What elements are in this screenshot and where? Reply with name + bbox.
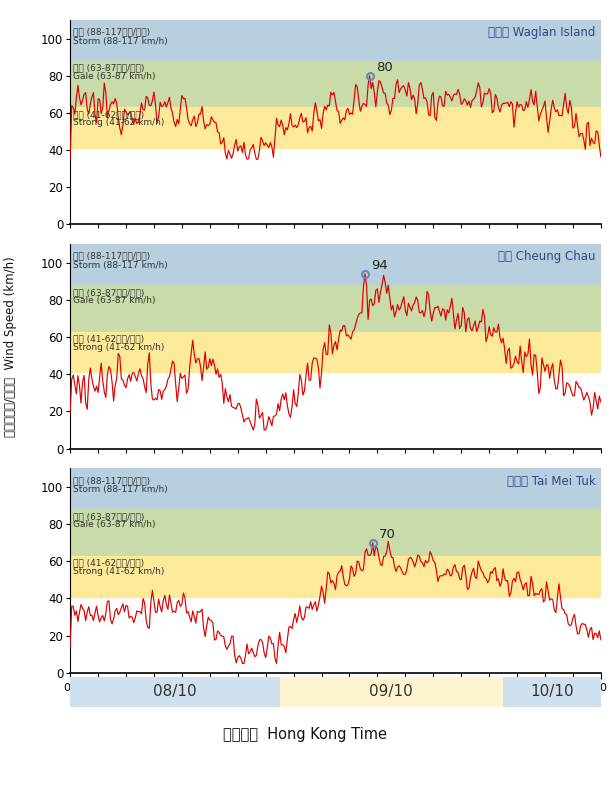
Text: 70: 70 bbox=[379, 528, 396, 541]
Text: 長洲 Cheung Chau: 長洲 Cheung Chau bbox=[498, 250, 595, 264]
Text: 烈風 (63-87公里/小時): 烈風 (63-87公里/小時) bbox=[73, 512, 145, 521]
Bar bbox=[503, 677, 601, 707]
Text: 暴風 (88-117公里/小時): 暴風 (88-117公里/小時) bbox=[73, 476, 151, 485]
Text: Gale (63-87 km/h): Gale (63-87 km/h) bbox=[73, 72, 156, 81]
Text: 烈風 (63-87公里/小時): 烈風 (63-87公里/小時) bbox=[73, 64, 145, 73]
Text: 大美督 Tai Mei Tuk: 大美督 Tai Mei Tuk bbox=[507, 475, 595, 487]
Bar bbox=[70, 244, 601, 285]
Text: 94: 94 bbox=[371, 260, 388, 272]
Bar bbox=[70, 61, 601, 107]
Text: Gale (63-87 km/h): Gale (63-87 km/h) bbox=[73, 520, 156, 530]
Text: Storm (88-117 km/h): Storm (88-117 km/h) bbox=[73, 37, 168, 46]
Text: Storm (88-117 km/h): Storm (88-117 km/h) bbox=[73, 261, 168, 270]
Bar bbox=[70, 20, 601, 61]
Text: Strong (41-62 km/h): Strong (41-62 km/h) bbox=[73, 343, 165, 352]
Text: 強風 (41-62公里/小時): 強風 (41-62公里/小時) bbox=[73, 110, 145, 119]
Text: 暴風 (88-117公里/小時): 暴風 (88-117公里/小時) bbox=[73, 27, 151, 37]
Text: 烈風 (63-87公里/小時): 烈風 (63-87公里/小時) bbox=[73, 288, 145, 297]
Bar bbox=[70, 332, 601, 372]
Bar bbox=[70, 468, 601, 509]
Text: 暴風 (88-117公里/小時): 暴風 (88-117公里/小時) bbox=[73, 252, 151, 260]
Text: Strong (41-62 km/h): Strong (41-62 km/h) bbox=[73, 118, 165, 127]
Bar bbox=[70, 556, 601, 597]
Bar bbox=[70, 285, 601, 332]
Text: 香港時間  Hong Kong Time: 香港時間 Hong Kong Time bbox=[223, 727, 387, 742]
Text: Gale (63-87 km/h): Gale (63-87 km/h) bbox=[73, 296, 156, 305]
Text: 橫瀏島 Waglan Island: 橫瀏島 Waglan Island bbox=[488, 26, 595, 39]
Text: 10/10: 10/10 bbox=[530, 685, 574, 699]
Text: Strong (41-62 km/h): Strong (41-62 km/h) bbox=[73, 567, 165, 576]
Text: 強風 (41-62公里/小時): 強風 (41-62公里/小時) bbox=[73, 334, 145, 344]
Bar bbox=[70, 107, 601, 148]
Bar bbox=[279, 677, 503, 707]
Text: 強風 (41-62公里/小時): 強風 (41-62公里/小時) bbox=[73, 559, 145, 567]
Text: 09/10: 09/10 bbox=[370, 685, 413, 699]
Text: 風速（公里/小時）  Wind Speed (km/h): 風速（公里/小時） Wind Speed (km/h) bbox=[4, 256, 18, 437]
Text: 80: 80 bbox=[376, 61, 393, 74]
Text: 08/10: 08/10 bbox=[153, 685, 196, 699]
Bar bbox=[70, 677, 279, 707]
Text: Storm (88-117 km/h): Storm (88-117 km/h) bbox=[73, 485, 168, 495]
Bar bbox=[70, 509, 601, 556]
